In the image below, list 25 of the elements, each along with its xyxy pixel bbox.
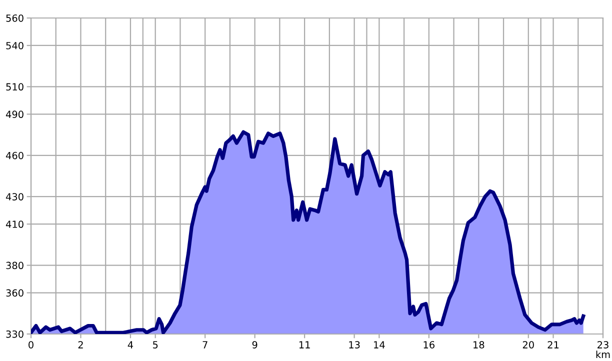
y-tick-label: 540 — [6, 42, 24, 50]
x-axis-title: km — [596, 350, 610, 358]
x-tick-label: 7 — [202, 341, 208, 348]
x-tick-label: 16 — [424, 341, 434, 348]
y-tick-label: 410 — [6, 220, 24, 228]
x-tick-label: 2 — [78, 341, 83, 348]
x-tick-label: 18 — [474, 341, 484, 348]
y-tick-label: 560 — [6, 14, 24, 22]
x-tick-label: 21 — [548, 341, 559, 348]
x-tick-label: 0 — [28, 341, 34, 348]
y-tick-label: 360 — [6, 289, 24, 297]
x-tick-label: 11 — [299, 341, 310, 348]
x-tick-label: 14 — [374, 341, 385, 348]
y-tick-label: 430 — [6, 193, 24, 200]
x-tick-label: 13 — [349, 341, 360, 348]
y-tick-label: 460 — [6, 152, 24, 160]
x-tick-label: 20 — [522, 341, 534, 348]
y-tick-label: 510 — [6, 83, 24, 91]
x-tick-label: 5 — [153, 341, 158, 348]
y-tick-label: 330 — [6, 330, 24, 338]
y-tick-label: 490 — [6, 110, 24, 118]
x-tick-label: 23 — [598, 341, 608, 348]
y-tick-label: 380 — [6, 262, 24, 270]
x-tick-label: 4 — [128, 341, 134, 348]
x-tick-label: 9 — [252, 341, 258, 348]
